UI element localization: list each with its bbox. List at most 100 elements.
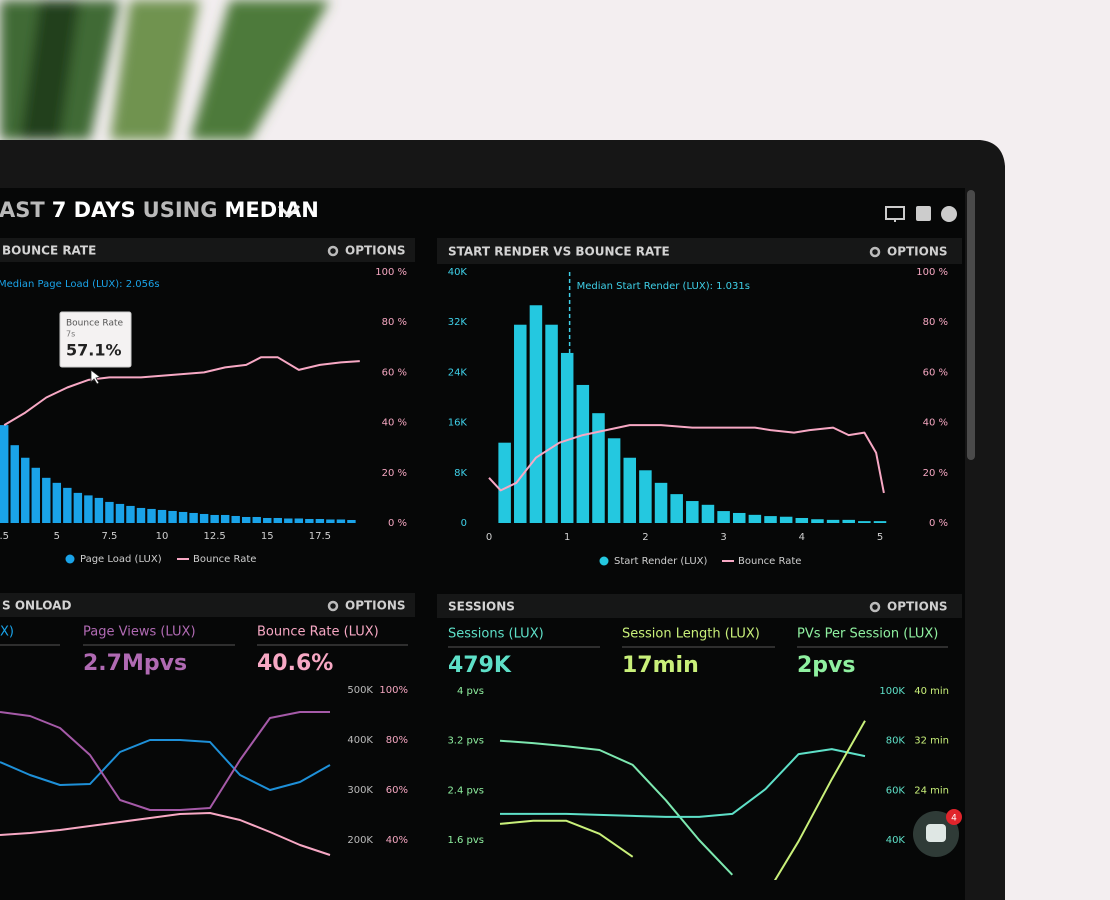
toolbar-icons — [885, 206, 957, 222]
legend-label: Page Load (LUX) — [80, 554, 162, 565]
tooltip-box — [59, 311, 132, 368]
bar — [545, 324, 558, 523]
legend-swatch — [65, 554, 75, 564]
y-tick-label: 60 % — [923, 367, 948, 378]
x-tick-label: 3 — [720, 532, 726, 543]
line-series — [0, 711, 330, 811]
options-button[interactable]: OPTIONS — [887, 600, 948, 614]
bar — [252, 516, 261, 523]
x-tick-label: 5 — [54, 531, 60, 542]
x-tick-label: 12.5 — [204, 531, 226, 542]
y-tick-label: 40 % — [382, 418, 407, 429]
options-button[interactable]: OPTIONS — [345, 599, 406, 613]
bar — [242, 516, 251, 523]
plot — [0, 356, 360, 523]
bar — [592, 413, 605, 523]
y-tick-label: 20 % — [382, 468, 407, 479]
metric-value: 2pvs — [797, 653, 856, 678]
y-tick-label: 40K — [886, 835, 906, 846]
metric-label: Sessions (LUX) — [448, 627, 544, 642]
gear-icon — [869, 601, 881, 613]
bar — [748, 514, 762, 523]
bar — [189, 512, 198, 523]
x-tick-label: 4 — [799, 532, 805, 543]
bar — [514, 324, 527, 523]
metric-label: PVs Per Session (LUX) — [797, 627, 938, 642]
bar — [199, 513, 209, 523]
y-tick-label: 40% — [386, 835, 408, 846]
y-tick-label: 8K — [454, 468, 467, 479]
share-icon[interactable] — [916, 206, 931, 221]
gear-icon — [327, 245, 339, 257]
line-series — [488, 424, 885, 494]
bar — [560, 352, 574, 523]
line-series — [3, 356, 360, 426]
y-tick-label: 400K — [347, 735, 373, 746]
plot — [499, 720, 866, 880]
y-tick-label: 0 % — [388, 518, 407, 529]
options-button[interactable]: OPTIONS — [345, 244, 406, 258]
panel-title: SESSIONS — [448, 600, 515, 614]
bar — [576, 384, 590, 523]
y-tick-label: 20 % — [923, 468, 948, 479]
y-tick-label: 100% — [379, 685, 408, 696]
chevron[interactable] — [277, 204, 301, 219]
bar — [326, 519, 335, 523]
panel-title: BOUNCE RATE — [2, 244, 96, 258]
y-tick-label: 300K — [347, 785, 373, 796]
tooltip-subtitle: 7s — [66, 330, 75, 339]
help-icon[interactable] — [941, 206, 957, 222]
y-tick-label: 32 min — [914, 736, 949, 747]
panel-header — [437, 594, 962, 618]
bar — [764, 516, 777, 523]
bar — [842, 519, 855, 523]
x-tick-label: 15 — [261, 531, 274, 542]
y-tick-label: 0 — [461, 518, 467, 529]
line-series — [0, 739, 331, 791]
x-tick-label: 2 — [642, 532, 648, 543]
bar — [0, 425, 9, 523]
bar — [210, 514, 219, 523]
plot — [488, 305, 887, 523]
bar — [670, 494, 683, 523]
x-tick-label: 7.5 — [101, 531, 117, 542]
y-tick-label: 200K — [347, 835, 373, 846]
y-tick-label: 2.4 pvs — [447, 785, 484, 796]
chat-widget[interactable]: 4 — [913, 809, 962, 857]
bar — [157, 509, 167, 523]
bar — [220, 514, 230, 523]
bar — [529, 305, 543, 523]
metric-label: Page Views (LUX) — [83, 625, 196, 640]
bar — [305, 518, 314, 523]
bar — [826, 519, 840, 523]
y-tick-label: 24K — [448, 367, 468, 378]
bar — [42, 477, 51, 523]
bar — [136, 507, 146, 523]
bar — [701, 504, 715, 523]
options-button[interactable]: OPTIONS — [887, 245, 948, 259]
y-tick-label: 24 min — [914, 785, 949, 796]
bar — [654, 482, 668, 523]
panel: BOUNCE RATE OPTIONS 100 % 80 % 60 % 40 % 20 % 0… — [0, 238, 415, 565]
legend-label: Bounce Rate — [738, 556, 801, 567]
median-annotation: Median Start Render (LUX): 1.031s — [577, 281, 750, 292]
panel: SESSIONS OPTIONS 4 pvs 3.2 pvs 2.4 pvs 1.6 pv… — [437, 594, 962, 880]
tooltip-value: 57.1% — [66, 341, 122, 360]
screen — [0, 188, 965, 900]
y-tick-label: 80% — [386, 735, 408, 746]
bar — [73, 492, 83, 523]
bar — [84, 495, 93, 523]
bar — [336, 519, 346, 523]
metric-value: 17min — [622, 653, 699, 678]
bar — [126, 505, 135, 523]
scrollbar[interactable] — [967, 190, 975, 460]
bar — [168, 510, 177, 523]
y-tick-label: 100 % — [375, 267, 407, 278]
tooltip: Bounce Rate 7s 57.1% — [59, 311, 132, 385]
gear-icon — [869, 246, 881, 258]
bar — [623, 457, 637, 523]
panel: S ONLOAD OPTIONS 500K 400K 300K 200K 100% 80% 60… — [0, 593, 415, 856]
